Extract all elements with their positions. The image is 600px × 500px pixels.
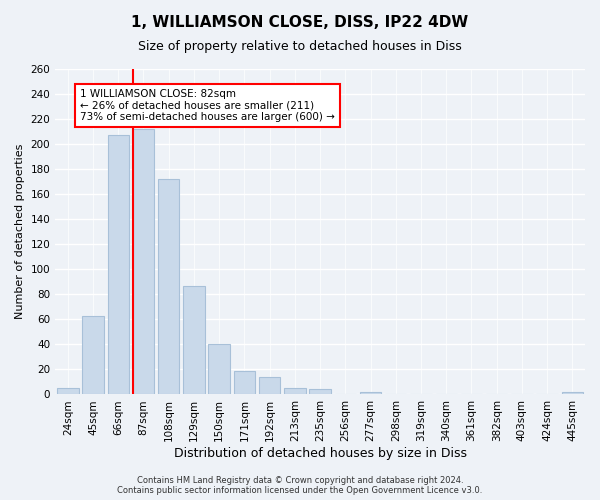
Text: Size of property relative to detached houses in Diss: Size of property relative to detached ho… <box>138 40 462 53</box>
Bar <box>360 392 381 394</box>
Bar <box>208 344 230 395</box>
Bar <box>57 388 79 394</box>
Bar <box>133 129 154 394</box>
Bar <box>158 179 179 394</box>
Text: 1, WILLIAMSON CLOSE, DISS, IP22 4DW: 1, WILLIAMSON CLOSE, DISS, IP22 4DW <box>131 15 469 30</box>
Bar <box>183 286 205 395</box>
Bar <box>259 377 280 394</box>
Bar <box>233 370 255 394</box>
Text: Contains HM Land Registry data © Crown copyright and database right 2024.
Contai: Contains HM Land Registry data © Crown c… <box>118 476 482 495</box>
Bar <box>562 392 583 394</box>
Bar <box>82 316 104 394</box>
Bar <box>284 388 305 394</box>
X-axis label: Distribution of detached houses by size in Diss: Distribution of detached houses by size … <box>173 447 467 460</box>
Bar <box>107 136 129 394</box>
Text: 1 WILLIAMSON CLOSE: 82sqm
← 26% of detached houses are smaller (211)
73% of semi: 1 WILLIAMSON CLOSE: 82sqm ← 26% of detac… <box>80 89 335 122</box>
Y-axis label: Number of detached properties: Number of detached properties <box>15 144 25 320</box>
Bar <box>310 390 331 394</box>
